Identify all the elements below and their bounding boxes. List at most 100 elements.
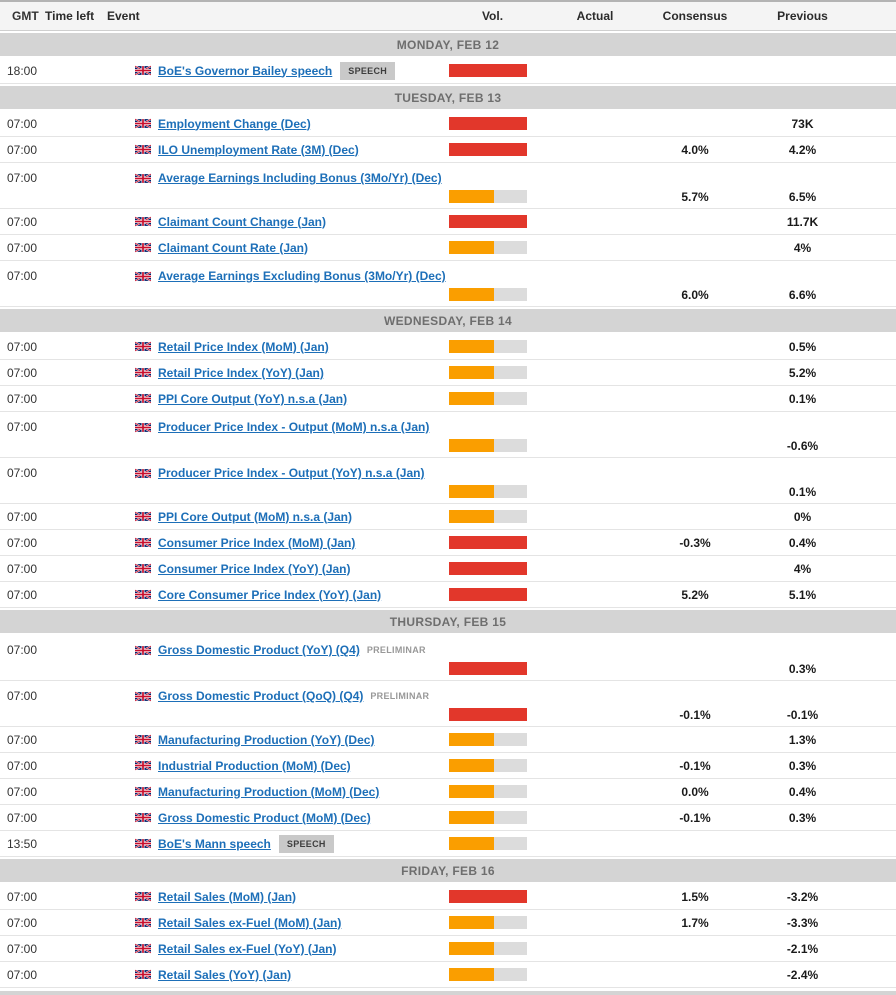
volatility-bar-medium bbox=[449, 439, 527, 452]
event-link[interactable]: Core Consumer Price Index (YoY) (Jan) bbox=[158, 587, 382, 602]
previous-value: 0.4% bbox=[788, 535, 817, 550]
event-link[interactable]: Retail Sales (YoY) (Jan) bbox=[158, 967, 292, 982]
previous-value: -0.1% bbox=[786, 707, 819, 722]
event-link[interactable]: Retail Price Index (YoY) (Jan) bbox=[158, 365, 324, 380]
event-link[interactable]: ILO Unemployment Rate (3M) (Dec) bbox=[158, 142, 359, 157]
consensus-value: 1.7% bbox=[681, 915, 709, 930]
event-link[interactable]: Average Earnings Including Bonus (3Mo/Yr… bbox=[158, 171, 442, 185]
event-row: 07:00 Retail Price Index (YoY) (Jan) 5.2% bbox=[0, 360, 896, 386]
event-link[interactable]: PPI Core Output (YoY) n.s.a (Jan) bbox=[158, 391, 348, 406]
event-link[interactable]: BoE's Governor Bailey speech bbox=[158, 63, 333, 78]
event-link[interactable]: Consumer Price Index (MoM) (Jan) bbox=[158, 535, 356, 550]
event-link[interactable]: Manufacturing Production (MoM) (Dec) bbox=[158, 784, 380, 799]
uk-flag-icon bbox=[135, 65, 151, 76]
event-time: 07:00 bbox=[7, 171, 38, 185]
volatility-bar-high bbox=[449, 708, 527, 721]
consensus-value: 1.5% bbox=[681, 889, 709, 904]
volatility-bar-high bbox=[449, 143, 527, 156]
day-section-header: THURSDAY, FEB 15 bbox=[0, 608, 896, 635]
event-row: 07:00 Retail Sales ex-Fuel (MoM) (Jan) 1.7… bbox=[0, 910, 896, 936]
previous-value: -0.6% bbox=[786, 438, 819, 453]
event-link[interactable]: Average Earnings Excluding Bonus (3Mo/Yr… bbox=[158, 269, 446, 283]
uk-flag-icon bbox=[135, 118, 151, 129]
volatility-bar-high bbox=[449, 588, 527, 601]
uk-flag-icon bbox=[135, 172, 151, 184]
event-row: 07:00 Retail Sales (MoM) (Jan) 1.5% -3.2% bbox=[0, 884, 896, 910]
uk-flag-icon bbox=[135, 838, 151, 849]
preliminary-label: PRELIMINAR bbox=[366, 645, 426, 655]
uk-flag-icon bbox=[135, 367, 151, 378]
event-row: 07:00 Core Consumer Price Index (YoY) (Ja… bbox=[0, 582, 896, 608]
event-link[interactable]: BoE's Mann speech bbox=[158, 836, 271, 851]
table-header: GMT Time left Event Vol. Actual Consensu… bbox=[0, 2, 896, 31]
previous-value: 4% bbox=[793, 561, 812, 576]
volatility-bar-medium bbox=[449, 785, 527, 798]
volatility-bar-medium bbox=[449, 916, 527, 929]
event-row: 07:00 Gross Domestic Product (QoQ) (Q4) PR… bbox=[0, 681, 896, 727]
col-consensus: Consensus bbox=[662, 9, 728, 23]
event-link[interactable]: Producer Price Index - Output (YoY) n.s.… bbox=[158, 466, 425, 480]
event-link[interactable]: Gross Domestic Product (MoM) (Dec) bbox=[158, 810, 371, 825]
event-cell: Retail Sales (YoY) (Jan) bbox=[107, 968, 440, 982]
event-cell: Average Earnings Excluding Bonus (3Mo/Yr… bbox=[107, 269, 896, 283]
col-previous: Previous bbox=[777, 9, 828, 23]
event-link[interactable]: Retail Sales ex-Fuel (YoY) (Jan) bbox=[158, 941, 337, 956]
event-row: 07:00 Manufacturing Production (MoM) (Dec… bbox=[0, 779, 896, 805]
volatility-cell bbox=[440, 485, 545, 498]
event-cell: Retail Sales (MoM) (Jan) bbox=[107, 890, 440, 904]
volatility-cell bbox=[440, 241, 545, 254]
event-time: 07:00 bbox=[7, 391, 38, 406]
col-time-left: Time left bbox=[45, 9, 95, 23]
event-time: 07:00 bbox=[7, 420, 38, 434]
event-cell: Retail Sales ex-Fuel (YoY) (Jan) bbox=[107, 942, 440, 956]
event-cell: Core Consumer Price Index (YoY) (Jan) bbox=[107, 588, 440, 602]
uk-flag-icon bbox=[135, 589, 151, 600]
event-cell: Industrial Production (MoM) (Dec) bbox=[107, 759, 440, 773]
volatility-cell bbox=[440, 190, 545, 203]
event-link[interactable]: Consumer Price Index (YoY) (Jan) bbox=[158, 561, 351, 576]
event-link[interactable]: Producer Price Index - Output (MoM) n.s.… bbox=[158, 420, 430, 434]
event-link[interactable]: Manufacturing Production (YoY) (Dec) bbox=[158, 732, 375, 747]
volatility-cell bbox=[440, 215, 545, 228]
event-time: 07:00 bbox=[7, 941, 38, 956]
volatility-cell bbox=[440, 733, 545, 746]
event-time: 07:00 bbox=[7, 214, 38, 229]
volatility-bar-high bbox=[449, 536, 527, 549]
event-link[interactable]: Retail Price Index (MoM) (Jan) bbox=[158, 339, 329, 354]
col-actual: Actual bbox=[576, 9, 614, 23]
previous-value: 4% bbox=[793, 240, 812, 255]
previous-value: 5.1% bbox=[788, 587, 817, 602]
consensus-value: -0.3% bbox=[679, 535, 711, 550]
previous-value: 11.7K bbox=[786, 214, 819, 229]
previous-value: -2.1% bbox=[786, 941, 819, 956]
event-link[interactable]: Gross Domestic Product (QoQ) (Q4) bbox=[158, 689, 364, 703]
event-row: 07:00 ILO Unemployment Rate (3M) (Dec) 4.0… bbox=[0, 137, 896, 163]
volatility-cell bbox=[440, 811, 545, 824]
previous-value: 0.3% bbox=[788, 661, 817, 676]
previous-value: 0.1% bbox=[788, 484, 817, 499]
event-link[interactable]: PPI Core Output (MoM) n.s.a (Jan) bbox=[158, 509, 352, 524]
uk-flag-icon bbox=[135, 644, 151, 656]
event-link[interactable]: Retail Sales (MoM) (Jan) bbox=[158, 889, 297, 904]
event-row: 07:00 Claimant Count Change (Jan) 11.7K bbox=[0, 209, 896, 235]
event-link[interactable]: Claimant Count Change (Jan) bbox=[158, 214, 327, 229]
day-section-header: WEDNESDAY, FEB 14 bbox=[0, 307, 896, 334]
volatility-cell bbox=[440, 536, 545, 549]
event-row: 07:00 Consumer Price Index (YoY) (Jan) 4% bbox=[0, 556, 896, 582]
event-link[interactable]: Gross Domestic Product (YoY) (Q4) bbox=[158, 643, 360, 657]
event-link[interactable]: Employment Change (Dec) bbox=[158, 116, 311, 131]
day-section-header: TUESDAY, FEB 13 bbox=[0, 84, 896, 111]
event-cell: Consumer Price Index (YoY) (Jan) bbox=[107, 562, 440, 576]
volatility-bar-high bbox=[449, 215, 527, 228]
day-section-header: MONDAY, FEB 12 bbox=[0, 31, 896, 58]
volatility-bar-medium bbox=[449, 241, 527, 254]
preliminary-label: PRELIMINAR bbox=[370, 691, 430, 701]
event-link[interactable]: Retail Sales ex-Fuel (MoM) (Jan) bbox=[158, 915, 342, 930]
event-link[interactable]: Claimant Count Rate (Jan) bbox=[158, 240, 309, 255]
volatility-cell bbox=[440, 143, 545, 156]
event-cell: Gross Domestic Product (QoQ) (Q4) PRELIMI… bbox=[107, 689, 896, 703]
uk-flag-icon bbox=[135, 891, 151, 902]
event-link[interactable]: Industrial Production (MoM) (Dec) bbox=[158, 758, 351, 773]
event-time: 07:00 bbox=[7, 967, 38, 982]
